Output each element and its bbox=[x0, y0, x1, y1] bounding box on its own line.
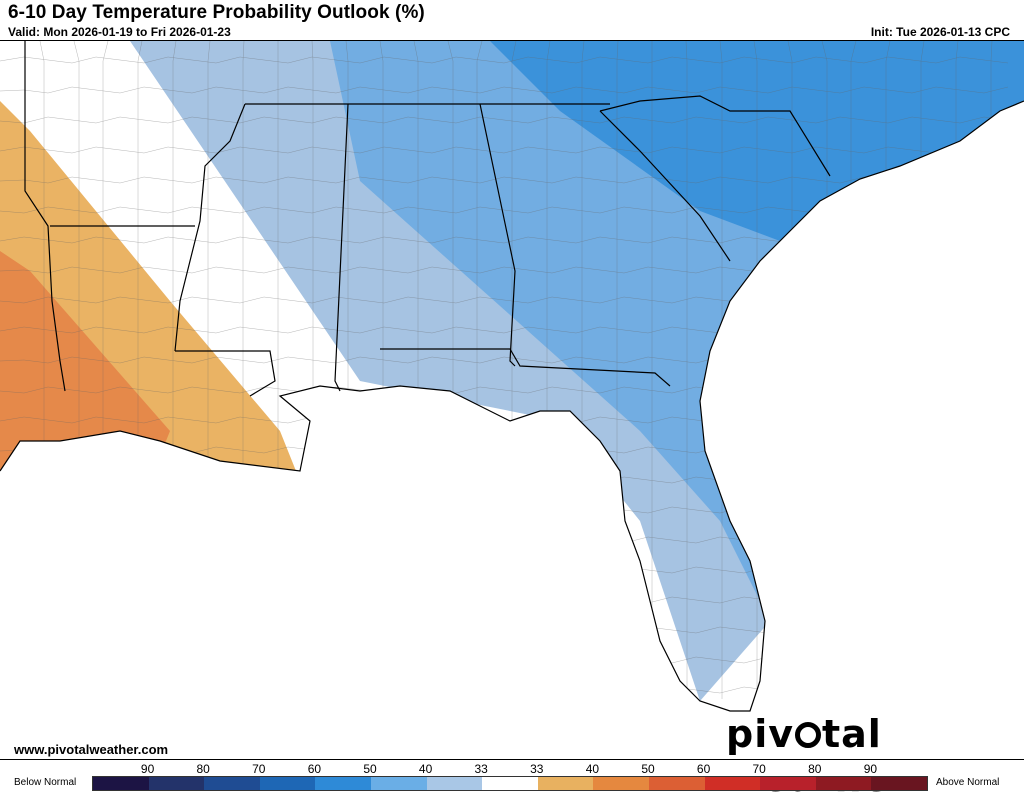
legend-tick-label: 90 bbox=[140, 762, 155, 776]
website-url[interactable]: www.pivotalweather.com bbox=[14, 742, 169, 757]
fl-panhandle-border bbox=[380, 348, 671, 387]
coastline bbox=[0, 100, 1024, 712]
brand-text-left: piv bbox=[726, 712, 794, 756]
map-title: 6-10 Day Temperature Probability Outlook… bbox=[8, 2, 425, 23]
legend-swatch bbox=[204, 777, 260, 790]
water bbox=[0, 101, 1024, 759]
legend-swatch bbox=[537, 777, 594, 790]
legend: 90 80 70 60 50 40 33 33 40 50 60 70 80 90 Below Norma… bbox=[0, 760, 1024, 791]
legend-swatch bbox=[93, 777, 149, 790]
legend-tick-label: 33 bbox=[530, 762, 544, 776]
legend-swatch bbox=[370, 777, 427, 790]
legend-swatch bbox=[704, 777, 761, 790]
legend-swatch bbox=[593, 777, 649, 790]
state-boundaries bbox=[0, 41, 1024, 712]
al-ga-border bbox=[479, 103, 516, 367]
legend-tick-label: 40 bbox=[418, 762, 433, 776]
map-svg bbox=[0, 41, 1024, 759]
legend-swatch bbox=[315, 777, 371, 790]
legend-swatch bbox=[815, 777, 872, 790]
legend-below-label: Below Normal bbox=[14, 777, 77, 788]
legend-tick-label: 80 bbox=[808, 762, 822, 776]
legend-swatch bbox=[871, 777, 927, 790]
legend-tick-label: 50 bbox=[641, 762, 655, 776]
header: 6-10 Day Temperature Probability Outlook… bbox=[0, 0, 1024, 40]
legend-ticks: 90 80 70 60 50 40 33 33 40 50 60 70 80 90 bbox=[92, 762, 938, 776]
legend-tick-label: 70 bbox=[252, 762, 266, 776]
legend-tick-label: 70 bbox=[752, 762, 766, 776]
legend-tick-label: 60 bbox=[307, 762, 322, 776]
legend-tick-label: 33 bbox=[474, 762, 488, 776]
outlook-map bbox=[0, 40, 1024, 760]
ga-sc-border bbox=[599, 110, 731, 262]
band-above-40 bbox=[0, 251, 170, 481]
atlantic-ocean bbox=[700, 101, 1024, 759]
sc-nc-border bbox=[599, 95, 831, 177]
legend-swatch bbox=[148, 777, 205, 790]
valid-period: Valid: Mon 2026-01-19 to Fri 2026-01-23 bbox=[8, 25, 231, 39]
legend-tick-label: 40 bbox=[585, 762, 600, 776]
legend-swatch bbox=[259, 777, 316, 790]
gulf-of-mexico bbox=[0, 386, 740, 759]
legend-above-label: Above Normal bbox=[936, 777, 1000, 788]
legend-tick-label: 50 bbox=[363, 762, 377, 776]
la-border bbox=[175, 350, 276, 397]
legend-swatch bbox=[426, 777, 483, 790]
legend-tick-label: 90 bbox=[863, 762, 878, 776]
legend-tick-label: 60 bbox=[696, 762, 711, 776]
legend-swatch bbox=[648, 777, 705, 790]
legend-swatch bbox=[482, 777, 538, 790]
legend-colorbar bbox=[92, 776, 928, 791]
ms-al-border bbox=[334, 103, 349, 392]
legend-swatch bbox=[760, 777, 816, 790]
init-time: Init: Tue 2026-01-13 CPC bbox=[870, 25, 1010, 39]
tx-border bbox=[24, 41, 66, 392]
logo-o-icon bbox=[795, 722, 821, 748]
legend-tick-label: 80 bbox=[196, 762, 210, 776]
ms-river bbox=[174, 103, 246, 352]
